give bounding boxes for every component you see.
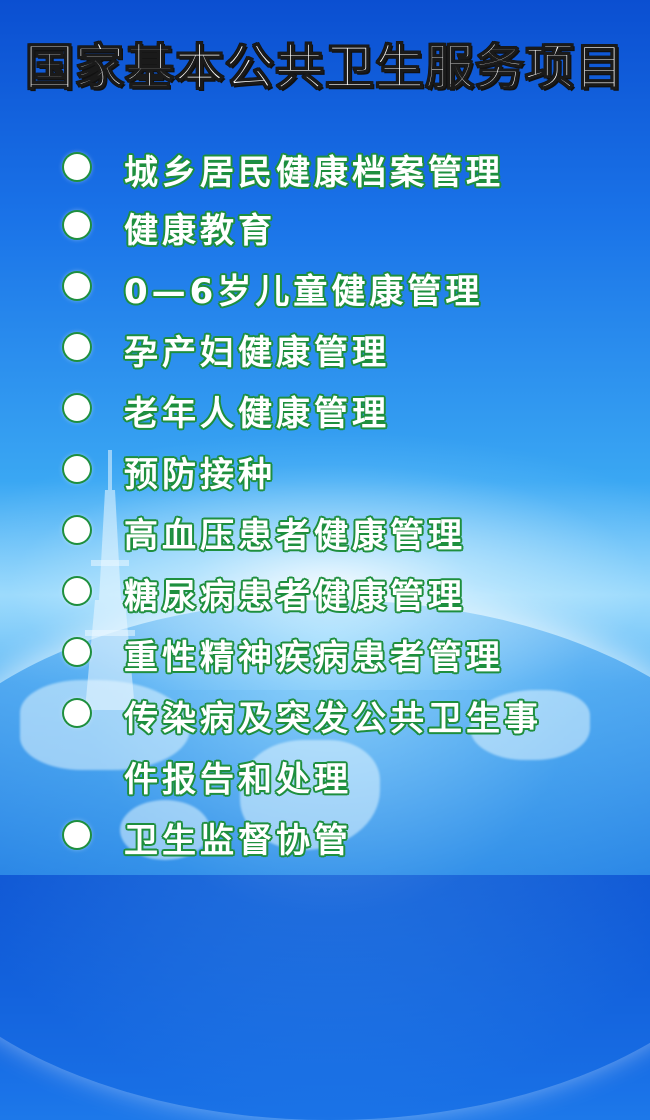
bullet-icon <box>64 334 90 360</box>
list-item-label: 件报告和处理 <box>124 760 352 800</box>
bullet-icon <box>64 822 90 848</box>
continent-shape <box>120 800 210 860</box>
bullet-icon <box>64 578 90 604</box>
list-item-label: 高血压患者健康管理 <box>124 516 466 556</box>
continent-shape <box>240 740 380 850</box>
list-item-label: 重性精神疾病患者管理 <box>124 638 504 678</box>
list-item-label: 卫生监督协管 <box>124 821 352 861</box>
list-item-label: 糖尿病患者健康管理 <box>124 577 466 617</box>
list-item-label: 传染病及突发公共卫生事 <box>124 699 542 739</box>
list-item-label: 城乡居民健康档案管理 <box>124 153 504 193</box>
list-item-label: 健康教育 <box>124 211 276 251</box>
bullet-icon <box>64 456 90 482</box>
bullet-icon <box>64 517 90 543</box>
list-item-label: 老年人健康管理 <box>124 394 390 434</box>
service-list: 城乡居民健康档案管理 健康教育 0—6岁儿童健康管理 孕产妇健康管理 老年人健康… <box>64 153 542 861</box>
continent-shape <box>470 690 590 760</box>
bullet-icon <box>64 395 90 421</box>
bullet-icon <box>64 700 90 726</box>
list-item-label: 孕产妇健康管理 <box>124 333 390 373</box>
bullet-icon <box>64 212 90 238</box>
list-item-label: 预防接种 <box>124 455 276 495</box>
bullet-icon <box>64 273 90 299</box>
title-container: 国家基本公共卫生服务项目 <box>0 28 650 99</box>
bullet-icon <box>64 639 90 665</box>
bullet-icon <box>64 154 90 180</box>
tower-silhouette-icon <box>85 450 135 710</box>
page-title: 国家基本公共卫生服务项目 <box>24 38 625 97</box>
list-item-label: 0—6岁儿童健康管理 <box>124 272 484 312</box>
